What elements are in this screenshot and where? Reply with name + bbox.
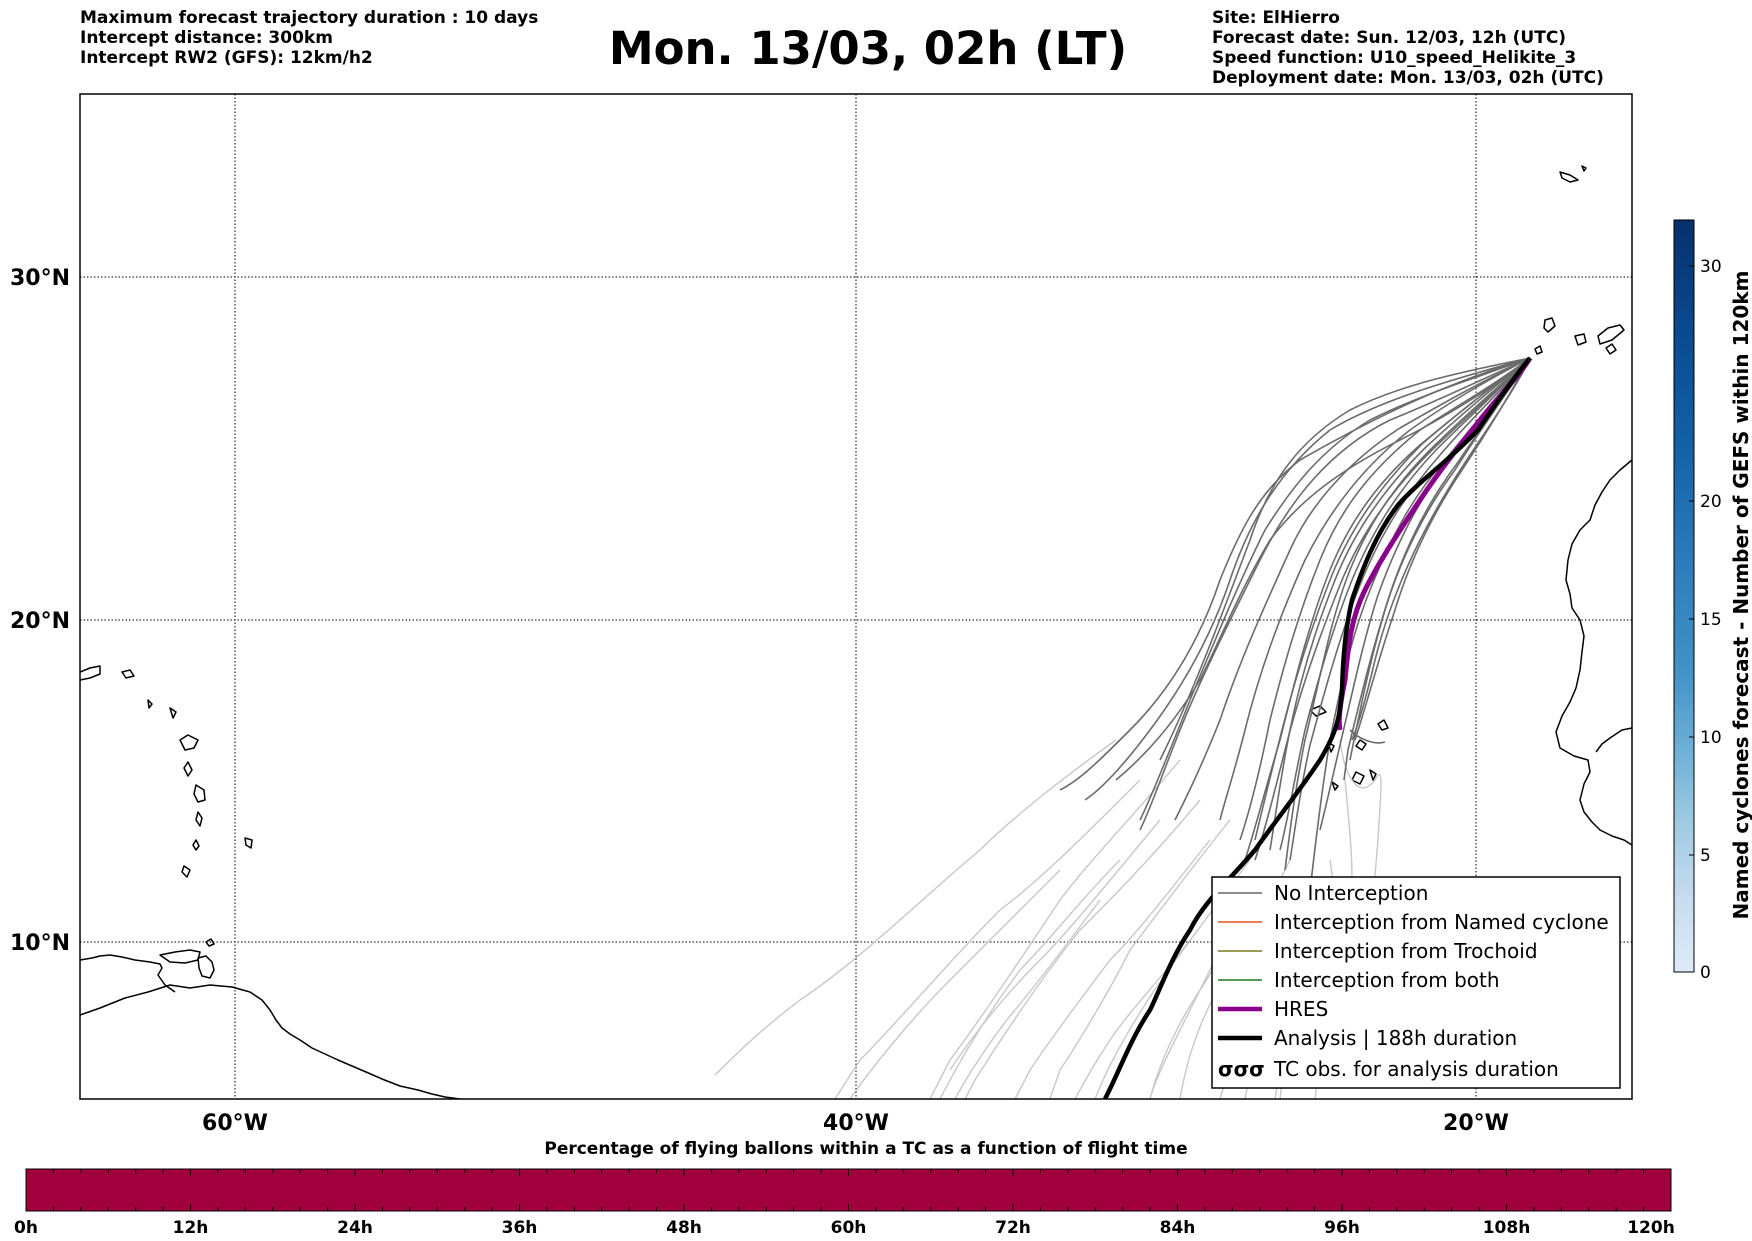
gran-canaria [1574,333,1587,346]
deployment-date-text: Deployment date: Mon. 13/03, 02h (UTC) [1212,68,1604,88]
bar-tick-60h: 60h [831,1218,867,1238]
colorbar-tick-30: 30 [1700,257,1722,277]
dominica [183,761,193,777]
guadeloupe [179,734,199,751]
st-kitts [147,699,153,709]
bar-tick-36h: 36h [502,1218,538,1238]
barbados [244,837,253,849]
legend-label-no-interception: No Interception [1274,881,1428,905]
bar-tick-84h: 84h [1160,1218,1196,1238]
forecast-info: Site: ElHierro Forecast date: Sun. 12/03… [1212,8,1604,88]
bar-tick-96h: 96h [1324,1218,1360,1238]
lat-label-20n: 20°N [10,609,70,634]
legend-box [1211,876,1621,1089]
bar-tick-120h: 120h [1627,1218,1675,1238]
colorbar-gradient [1673,219,1695,973]
site-text: Site: ElHierro [1212,8,1340,28]
el-hierro [1534,345,1543,355]
max-duration-text: Maximum forecast trajectory duration : 1… [80,8,539,28]
madeira [1559,171,1579,183]
antigua [169,707,177,719]
cape-verde-6 [1369,769,1377,781]
colorbar-tick-10: 10 [1700,728,1722,748]
venezuela-coast [80,954,176,993]
colorbar-tick-0: 0 [1700,963,1711,983]
intercept-distance-text: Intercept distance: 300km [80,28,333,48]
st-vincent [192,839,200,851]
bar-tick-0h: 0h [14,1218,38,1238]
cape-verde-5 [1351,771,1365,785]
legend-label-named-cyclone: Interception from Named cyclone [1274,910,1609,934]
lon-label-20w: 20°W [1443,1111,1509,1136]
bar-tick-108h: 108h [1483,1218,1531,1238]
legend-label-trochoid: Interception from Trochoid [1274,939,1538,963]
legend-label-both: Interception from both [1274,968,1500,992]
cape-verde-7 [1331,781,1339,791]
forecast-date-text: Forecast date: Sun. 12/03, 12h (UTC) [1212,28,1567,48]
hres-trajectory [1336,356,1533,731]
colorbar-label: Named cyclones forecast - Number of GEFS… [1729,271,1752,920]
paria-peninsula [159,949,201,964]
cape-verde-2 [1377,719,1389,731]
colorbar-tick-5: 5 [1700,846,1711,866]
map-frame [79,93,1633,1100]
virgin-islands [121,669,135,679]
intercept-rw2-text: Intercept RW2 (GFS): 12km/h2 [80,48,373,68]
lon-label-60w: 60°W [202,1111,268,1136]
legend-label-hres: HRES [1274,997,1328,1021]
cape-verde-3 [1355,739,1367,751]
tenerife [1543,317,1556,333]
lat-label-30n: 30°N [10,266,70,291]
africa-coast [1555,459,1632,846]
flight-time-bar-title: Percentage of flying ballons within a TC… [544,1139,1187,1159]
cape-verde-1 [1309,705,1327,717]
trajectory-parameters: Maximum forecast trajectory duration : 1… [80,8,538,68]
coastlines [80,165,1632,1099]
speed-function-text: Speed function: U10_speed_Helikite_3 [1212,48,1577,68]
lanzarote [1605,343,1617,355]
south-america-coast [80,984,461,1099]
martinique [193,784,206,803]
analysis-trajectory [1103,356,1532,1099]
flight-time-bar: Percentage of flying ballons within a TC… [14,1139,1675,1238]
colorbar-tick-15: 15 [1700,610,1722,630]
madeira-islet [1581,165,1587,172]
lon-label-40w: 40°W [823,1111,889,1136]
tobago [205,938,215,947]
bar-tick-12h: 12h [173,1218,209,1238]
legend: σσσ No Interception Interception from Na… [1211,876,1621,1089]
st-lucia [195,811,203,827]
cyclone-colorbar: 0 5 10 15 20 30 Named cyclones forecast … [1673,219,1752,983]
trinidad-coast [197,955,215,979]
bar-tick-24h: 24h [337,1218,373,1238]
map-title: Mon. 13/03, 02h (LT) [608,22,1128,75]
bar-tick-72h: 72h [995,1218,1031,1238]
lat-label-10n: 10°N [10,931,70,956]
africa-bulge [1595,727,1632,753]
legend-swatch-tc-obs: σσσ [1218,1057,1265,1081]
colorbar-tick-20: 20 [1700,492,1722,512]
legend-label-tc-obs: TC obs. for analysis duration [1273,1057,1559,1081]
puerto-rico [80,665,101,681]
fuerteventura [1597,324,1625,345]
legend-label-analysis: Analysis | 188h duration [1274,1026,1517,1050]
grenada [181,865,191,878]
bar-tick-48h: 48h [666,1218,702,1238]
